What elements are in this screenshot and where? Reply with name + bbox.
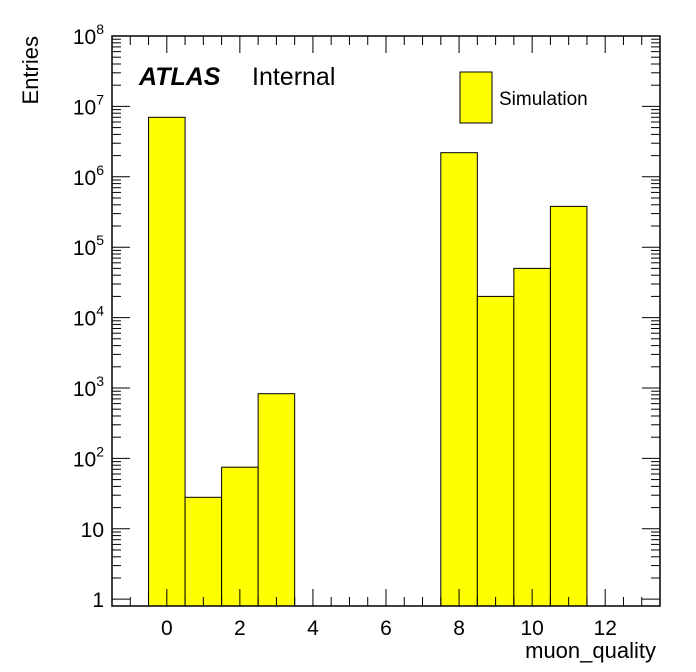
y-axis-title: Entries [18,36,43,104]
x-tick-label: 12 [594,617,617,640]
x-tick-label: 8 [453,617,465,640]
histogram-bar [440,152,478,607]
y-tick-label: 102 [73,443,104,471]
axis-tick-labels: 0 2 4 6 8 10 12 1 10 102 103 104 105 106 107 108 [73,21,617,640]
histogram-bar [148,116,186,607]
y-tick-label: 105 [73,232,104,260]
y-tick-label: 107 [73,91,104,119]
histogram-bar [184,496,223,607]
histogram-bars [148,116,588,607]
legend-swatch-simulation [459,71,493,124]
internal-label: Internal [252,63,335,91]
x-tick-label: 4 [307,617,319,640]
histogram-bar [476,295,515,607]
legend-label-simulation: Simulation [499,89,588,110]
y-tick-label: 108 [73,21,104,49]
x-tick-label: 0 [161,617,173,640]
x-tick-label: 2 [234,617,246,640]
x-tick-label: 10 [520,617,543,640]
y-tick-label: 1 [92,589,104,612]
histogram-bar [257,393,296,607]
histogram-bar [513,267,551,607]
x-tick-label: 6 [380,617,392,640]
histogram-bar [549,205,588,607]
y-tick-label: 10 [81,519,104,542]
histogram-bar [221,466,259,607]
legend: Simulation [459,71,588,124]
axis-ticks [111,35,661,606]
y-tick-label: 106 [73,162,104,190]
atlas-label: ATLAS [138,63,221,91]
x-axis-title: muon_quality [525,638,656,663]
y-tick-label: 103 [73,373,104,401]
y-tick-label: 104 [73,303,104,331]
